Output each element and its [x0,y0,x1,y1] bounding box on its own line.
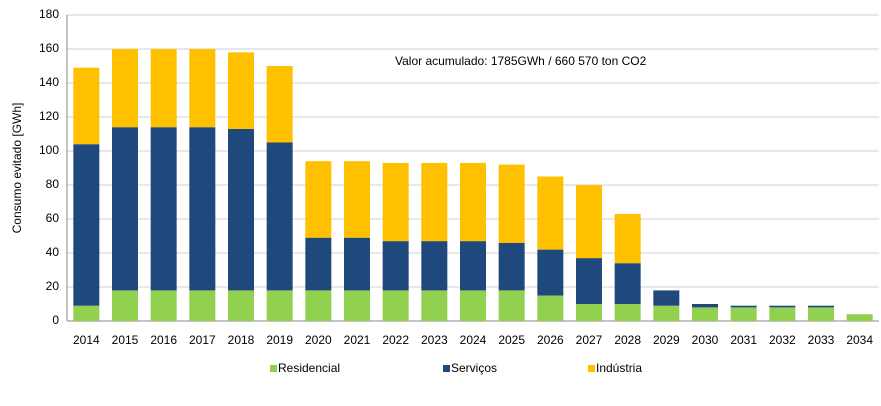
bar-segment [305,290,332,321]
legend-label: Indústria [596,361,642,375]
bar-segment [576,185,602,259]
y-tick-label: 140 [39,75,59,89]
x-tick-label: 2028 [614,333,641,347]
y-tick-label: 40 [46,245,60,259]
bar-segment [460,162,486,242]
bar-segment [730,305,757,308]
bar-segment [576,258,602,304]
x-tick-label: 2025 [498,333,525,347]
bar-segment [382,241,409,291]
y-tick-label: 80 [46,177,60,191]
bar-segment [576,304,602,321]
bar-segment [537,295,564,321]
bar-segment [808,307,834,321]
bar-segment [266,66,293,143]
x-tick-label: 2024 [460,333,487,347]
bar-segment [150,49,177,128]
bar-segment [73,144,100,306]
bar-segment [498,242,525,291]
x-tick-label: 2030 [692,333,719,347]
bar-segment [614,304,641,321]
x-tick-label: 2034 [846,333,873,347]
y-tick-label: 0 [52,313,59,327]
x-tick-label: 2023 [421,333,448,347]
bar-segment [73,305,100,321]
bar-segment [382,290,409,321]
bar-segment [344,237,370,291]
x-tick-label: 2021 [344,333,371,347]
y-tick-label: 60 [46,211,60,225]
bar-segment [498,290,525,321]
bar-segment [228,290,254,321]
x-tick-label: 2014 [73,333,100,347]
bar-segment [769,307,796,321]
bar-segment [421,241,448,291]
x-tick-label: 2019 [266,333,293,347]
bar-segment [692,307,718,321]
bar-segment [498,164,525,243]
legend-swatch [443,365,450,372]
x-tick-label: 2016 [150,333,177,347]
x-tick-label: 2031 [730,333,757,347]
x-tick-label: 2033 [808,333,835,347]
annotation: Valor acumulado: 1785GWh / 660 570 ton C… [395,54,647,68]
bar-segment [460,241,486,291]
bar-segment [189,127,216,291]
bar-segment [150,127,177,291]
y-tick-label: 120 [39,109,59,123]
bar-segment [537,249,564,296]
bar-segment [189,290,216,321]
x-tick-label: 2020 [305,333,332,347]
bar-segment [228,128,254,291]
bar-segment [150,290,177,321]
bar-segment [421,290,448,321]
x-tick-label: 2027 [576,333,603,347]
x-tick-label: 2015 [112,333,139,347]
x-tick-label: 2018 [228,333,255,347]
legend-swatch [588,365,595,372]
bar-segment [421,162,448,242]
bar-segment [382,162,409,242]
x-tick-label: 2029 [653,333,680,347]
x-tick-label: 2022 [382,333,409,347]
bar-segment [846,314,873,321]
bar-segment [344,290,370,321]
bar-segment [808,305,834,308]
bar-segment [614,213,641,264]
x-tick-label: 2026 [537,333,564,347]
x-tick-label: 2017 [189,333,216,347]
bar-segment [730,307,757,321]
bar-segment [769,305,796,308]
bar-segment [692,304,718,308]
x-tick-label: 2032 [769,333,796,347]
y-tick-label: 180 [39,7,59,21]
bar-segment [537,176,564,250]
bar-segment [460,290,486,321]
bar-segment [228,52,254,129]
bar-segment [653,305,680,321]
bar-segment [266,290,293,321]
bar-segment [614,263,641,304]
bar-segment [266,142,293,291]
bar-segment [73,67,100,145]
y-axis-label: Consumo evitado [GWh] [10,103,24,234]
bar-segment [112,49,138,128]
legend-label: Residencial [278,361,340,375]
y-tick-label: 160 [39,41,59,55]
bar-segment [305,161,332,238]
bar-segment [344,161,370,238]
legend-label: Serviços [451,361,497,375]
y-tick-label: 20 [46,279,60,293]
bar-segment [653,290,680,306]
bar-segment [112,127,138,291]
bar-segment [189,49,216,128]
bar-segment [112,290,138,321]
bar-segment [305,237,332,291]
legend-swatch [270,365,277,372]
y-tick-label: 100 [39,143,59,157]
